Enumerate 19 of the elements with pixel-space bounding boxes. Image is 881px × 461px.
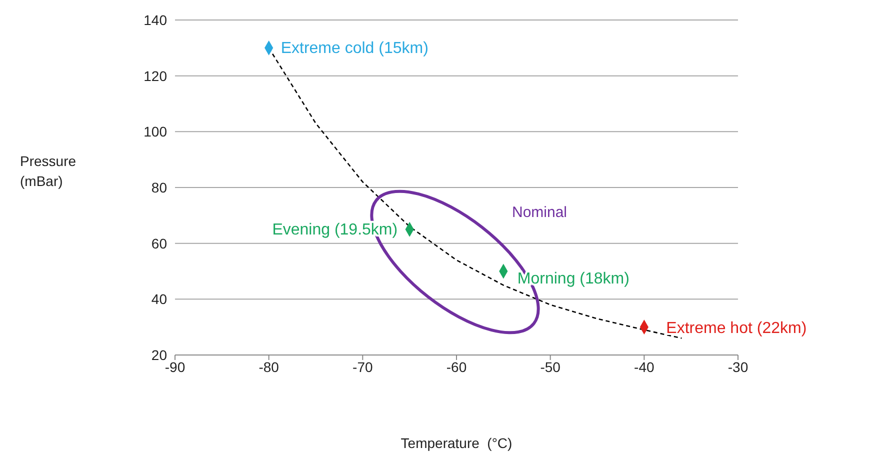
- x-tick-label: -30: [728, 358, 748, 375]
- x-tick-label: -40: [634, 358, 654, 375]
- x-tick-label: -50: [540, 358, 561, 375]
- x-axis-title: Temperature (°C): [400, 435, 512, 451]
- y-tick-label: 80: [151, 179, 168, 196]
- y-tick-label: 60: [151, 235, 168, 252]
- y-tick-label: 20: [151, 346, 168, 363]
- y-tick-label: 100: [144, 124, 168, 140]
- annotation: Nominal: [512, 204, 568, 221]
- series-label: Extreme hot (22km): [666, 320, 807, 338]
- series-label: Extreme cold (15km): [280, 40, 428, 57]
- y-tick-label: 120: [144, 68, 168, 84]
- y-tick-label: 40: [151, 291, 168, 308]
- x-tick-label: -60: [446, 358, 467, 375]
- y-tick-label: 140: [144, 12, 168, 28]
- x-tick-label: -90: [164, 358, 186, 375]
- y-axis-title: Pressure (mBar): [20, 153, 76, 189]
- x-tick-label: -80: [258, 358, 280, 375]
- x-tick-label: -70: [352, 358, 373, 375]
